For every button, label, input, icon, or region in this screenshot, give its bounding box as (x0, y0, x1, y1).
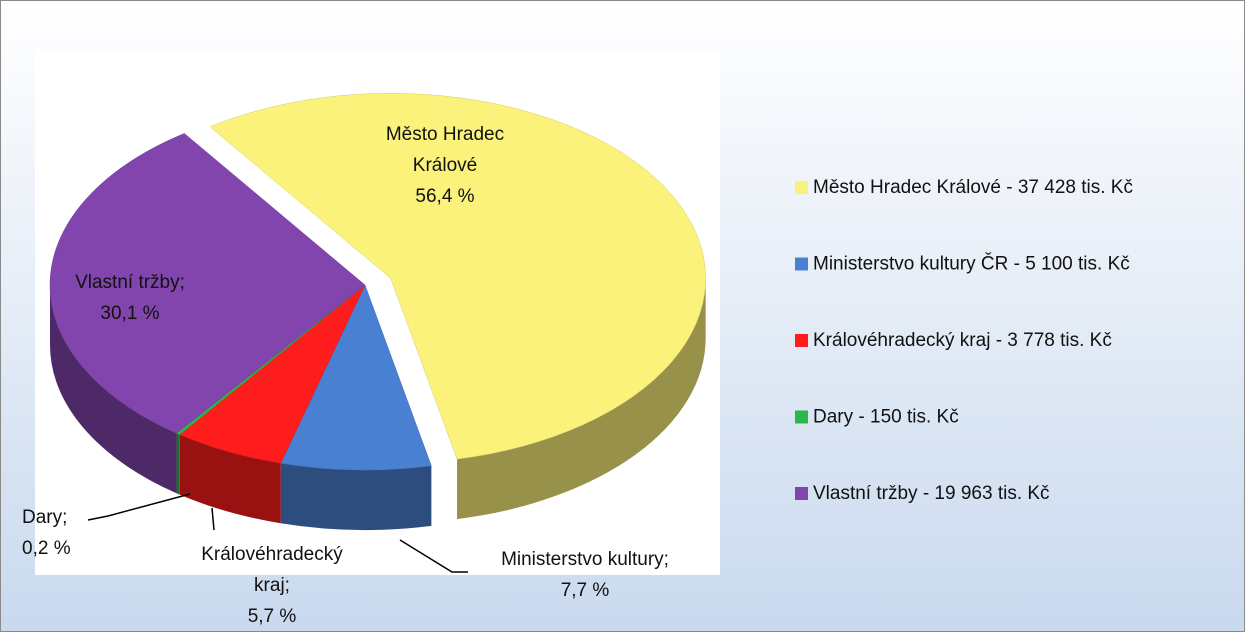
slice (280, 284, 432, 471)
slice (209, 93, 706, 460)
data-label-name: Ministerstvo kultury; (501, 549, 669, 570)
legend-swatch (795, 410, 808, 424)
data-label-value: 30,1 % (100, 303, 159, 324)
leader-line (211, 507, 215, 531)
legend-swatch (795, 487, 808, 500)
slice-side (50, 285, 177, 494)
legend-label: Ministerstvo kultury ČR - 5 100 tis. Kč (813, 253, 1130, 275)
data-label-name: Královéhradecký (201, 544, 343, 565)
data-label-value: 0,2 % (22, 538, 71, 559)
data-label-name: Králové (413, 155, 477, 176)
legend-swatch (795, 181, 808, 194)
legend: Město Hradec Králové - 37 428 tis. Kč Min… (795, 177, 1133, 504)
slice (49, 133, 366, 434)
slice-side (280, 463, 432, 530)
data-label-name: Město Hradec (386, 124, 504, 145)
slice-side (179, 434, 281, 524)
data-label-name: kraj; (254, 575, 290, 596)
legend-swatch (795, 257, 808, 271)
data-label-value: 7,7 % (561, 580, 610, 601)
leader-line (399, 539, 468, 573)
legend-label: Královéhradecký kraj - 3 778 tis. Kč (813, 330, 1112, 351)
data-labels: Město Hradec Králové 56,4 % Ministerstvo ku… (22, 124, 669, 627)
pie (49, 93, 706, 530)
legend-label: Dary - 150 tis. Kč (813, 407, 959, 428)
data-label-name: Vlastní tržby; (75, 272, 185, 293)
slice-side (457, 278, 706, 520)
legend-label: Město Hradec Králové - 37 428 tis. Kč (813, 177, 1133, 198)
slice-side (176, 433, 180, 495)
data-label-value: 5,7 % (248, 606, 297, 627)
legend-label: Vlastní tržby - 19 963 tis. Kč (813, 483, 1050, 504)
legend-swatch (795, 334, 808, 347)
data-label-value: 56,4 % (415, 186, 474, 207)
leader-line (87, 493, 191, 521)
data-label-name: Dary; (22, 507, 67, 528)
